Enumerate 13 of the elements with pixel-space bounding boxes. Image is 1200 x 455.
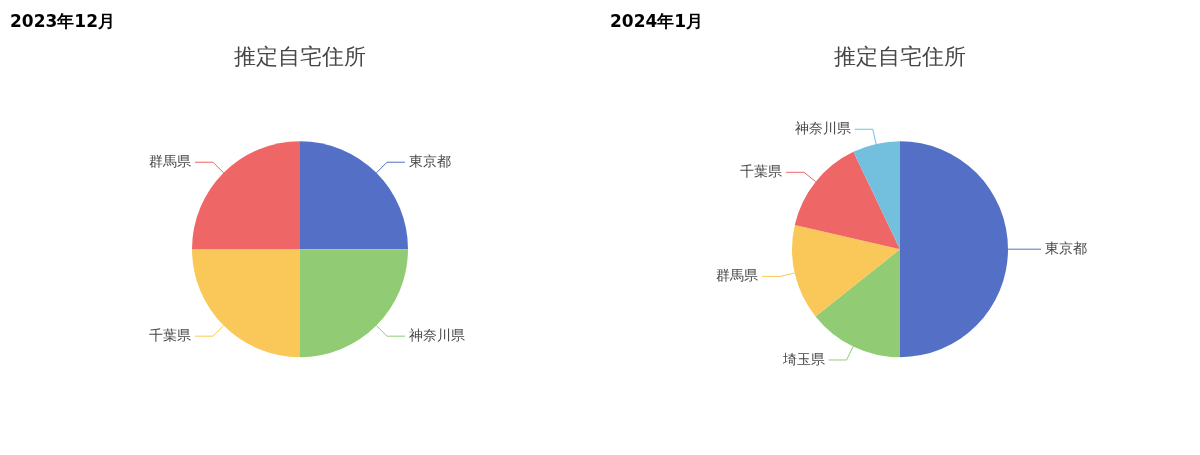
slice-label: 群馬県 [716, 267, 759, 284]
slice-label: 神奈川県 [408, 326, 465, 343]
slice-label: 千葉県 [740, 162, 783, 179]
slice-label: 神奈川県 [794, 119, 851, 136]
slice-label: 東京都 [408, 152, 451, 169]
slice-label: 群馬県 [149, 152, 192, 169]
slice-label: 埼玉県 [781, 350, 825, 367]
chart-title: 2023年12月 [10, 10, 115, 33]
slice-label: 東京都 [1045, 239, 1087, 256]
chart-subtitle: 推定自宅住所 [834, 43, 966, 69]
chart-subtitle: 推定自宅住所 [234, 43, 366, 69]
chart-title: 2024年1月 [610, 10, 704, 33]
slice-label: 千葉県 [149, 326, 192, 343]
